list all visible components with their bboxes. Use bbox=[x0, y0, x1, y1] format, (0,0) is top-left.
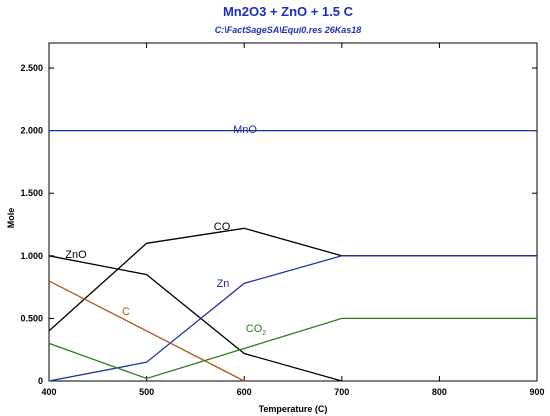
series-label-zn: Zn bbox=[217, 278, 230, 290]
x-tick-label: 800 bbox=[432, 387, 447, 397]
x-tick-label: 400 bbox=[41, 387, 56, 397]
x-tick-label: 700 bbox=[334, 387, 349, 397]
series-line-co2 bbox=[48, 317, 537, 380]
series-label-mno: MnO bbox=[233, 124, 257, 136]
y-tick-label: 0.500 bbox=[20, 313, 43, 323]
y-tick-label: 1.000 bbox=[20, 251, 43, 261]
chart-subtitle: C:\FactSageSA\Equi0.res 26Kas18 bbox=[215, 25, 362, 35]
y-tick-label: 1.500 bbox=[20, 188, 43, 198]
x-tick-label: 500 bbox=[139, 387, 154, 397]
series-label-co: CO bbox=[214, 221, 231, 233]
x-tick-label: 900 bbox=[529, 387, 544, 397]
x-axis: 400 500 600 700 800 900 bbox=[41, 43, 545, 397]
x-tick-label: 600 bbox=[237, 387, 252, 397]
y-axis-label: Mole bbox=[6, 208, 16, 229]
series-line-zn bbox=[48, 255, 537, 382]
series-layer bbox=[48, 129, 537, 382]
x-axis-label: Temperature (C) bbox=[259, 404, 328, 414]
y-tick-label: 2.500 bbox=[20, 63, 43, 73]
series-line-zno bbox=[48, 255, 342, 382]
series-label-zno: ZnO bbox=[65, 249, 87, 261]
series-label-c: C bbox=[122, 306, 130, 318]
series-labels: MnO CO ZnO Zn C CO2 bbox=[65, 124, 266, 337]
plot-frame bbox=[48, 42, 538, 382]
series-line-c bbox=[48, 280, 245, 382]
chart-title: Mn2O3 + ZnO + 1.5 C bbox=[223, 4, 354, 19]
series-label-co2: CO2 bbox=[246, 323, 267, 337]
y-tick-label: 2.000 bbox=[20, 126, 43, 136]
plot-area bbox=[48, 42, 538, 382]
y-tick-label: 0 bbox=[38, 376, 43, 386]
